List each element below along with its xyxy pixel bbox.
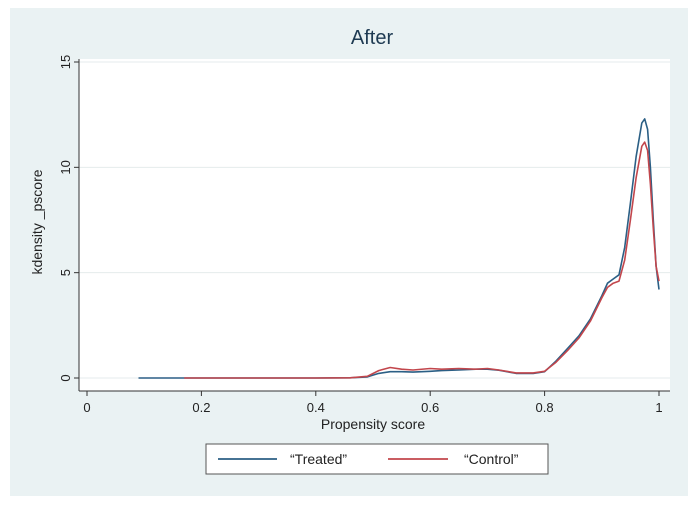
x-axis-title: Propensity score [321, 416, 425, 432]
y-tick-label: 5 [58, 269, 73, 276]
x-tick-label: 1 [655, 400, 662, 415]
x-tick-label: 0.8 [536, 400, 554, 415]
legend: “Treated” “Control” [205, 443, 549, 475]
legend-label-control: “Control” [464, 451, 519, 467]
plot-area [79, 59, 670, 391]
legend-label-treated: “Treated” [290, 451, 347, 467]
y-axis-title: kdensity _pscore [29, 169, 45, 274]
x-tick-label: 0.6 [421, 400, 439, 415]
chart-title: After [351, 27, 394, 49]
x-tick-label: 0.4 [307, 400, 325, 415]
control-series-line [184, 141, 660, 379]
series-lines [138, 118, 660, 379]
tick-labels: 0 5 10 15 0 0.2 0.4 0.6 0.8 1 [58, 55, 663, 415]
y-tick-label: 10 [58, 160, 73, 174]
axes [74, 59, 670, 396]
x-tick-label: 0.2 [192, 400, 210, 415]
y-tick-label: 0 [58, 374, 73, 381]
y-tick-label: 15 [58, 55, 73, 69]
x-tick-label: 0 [83, 400, 90, 415]
